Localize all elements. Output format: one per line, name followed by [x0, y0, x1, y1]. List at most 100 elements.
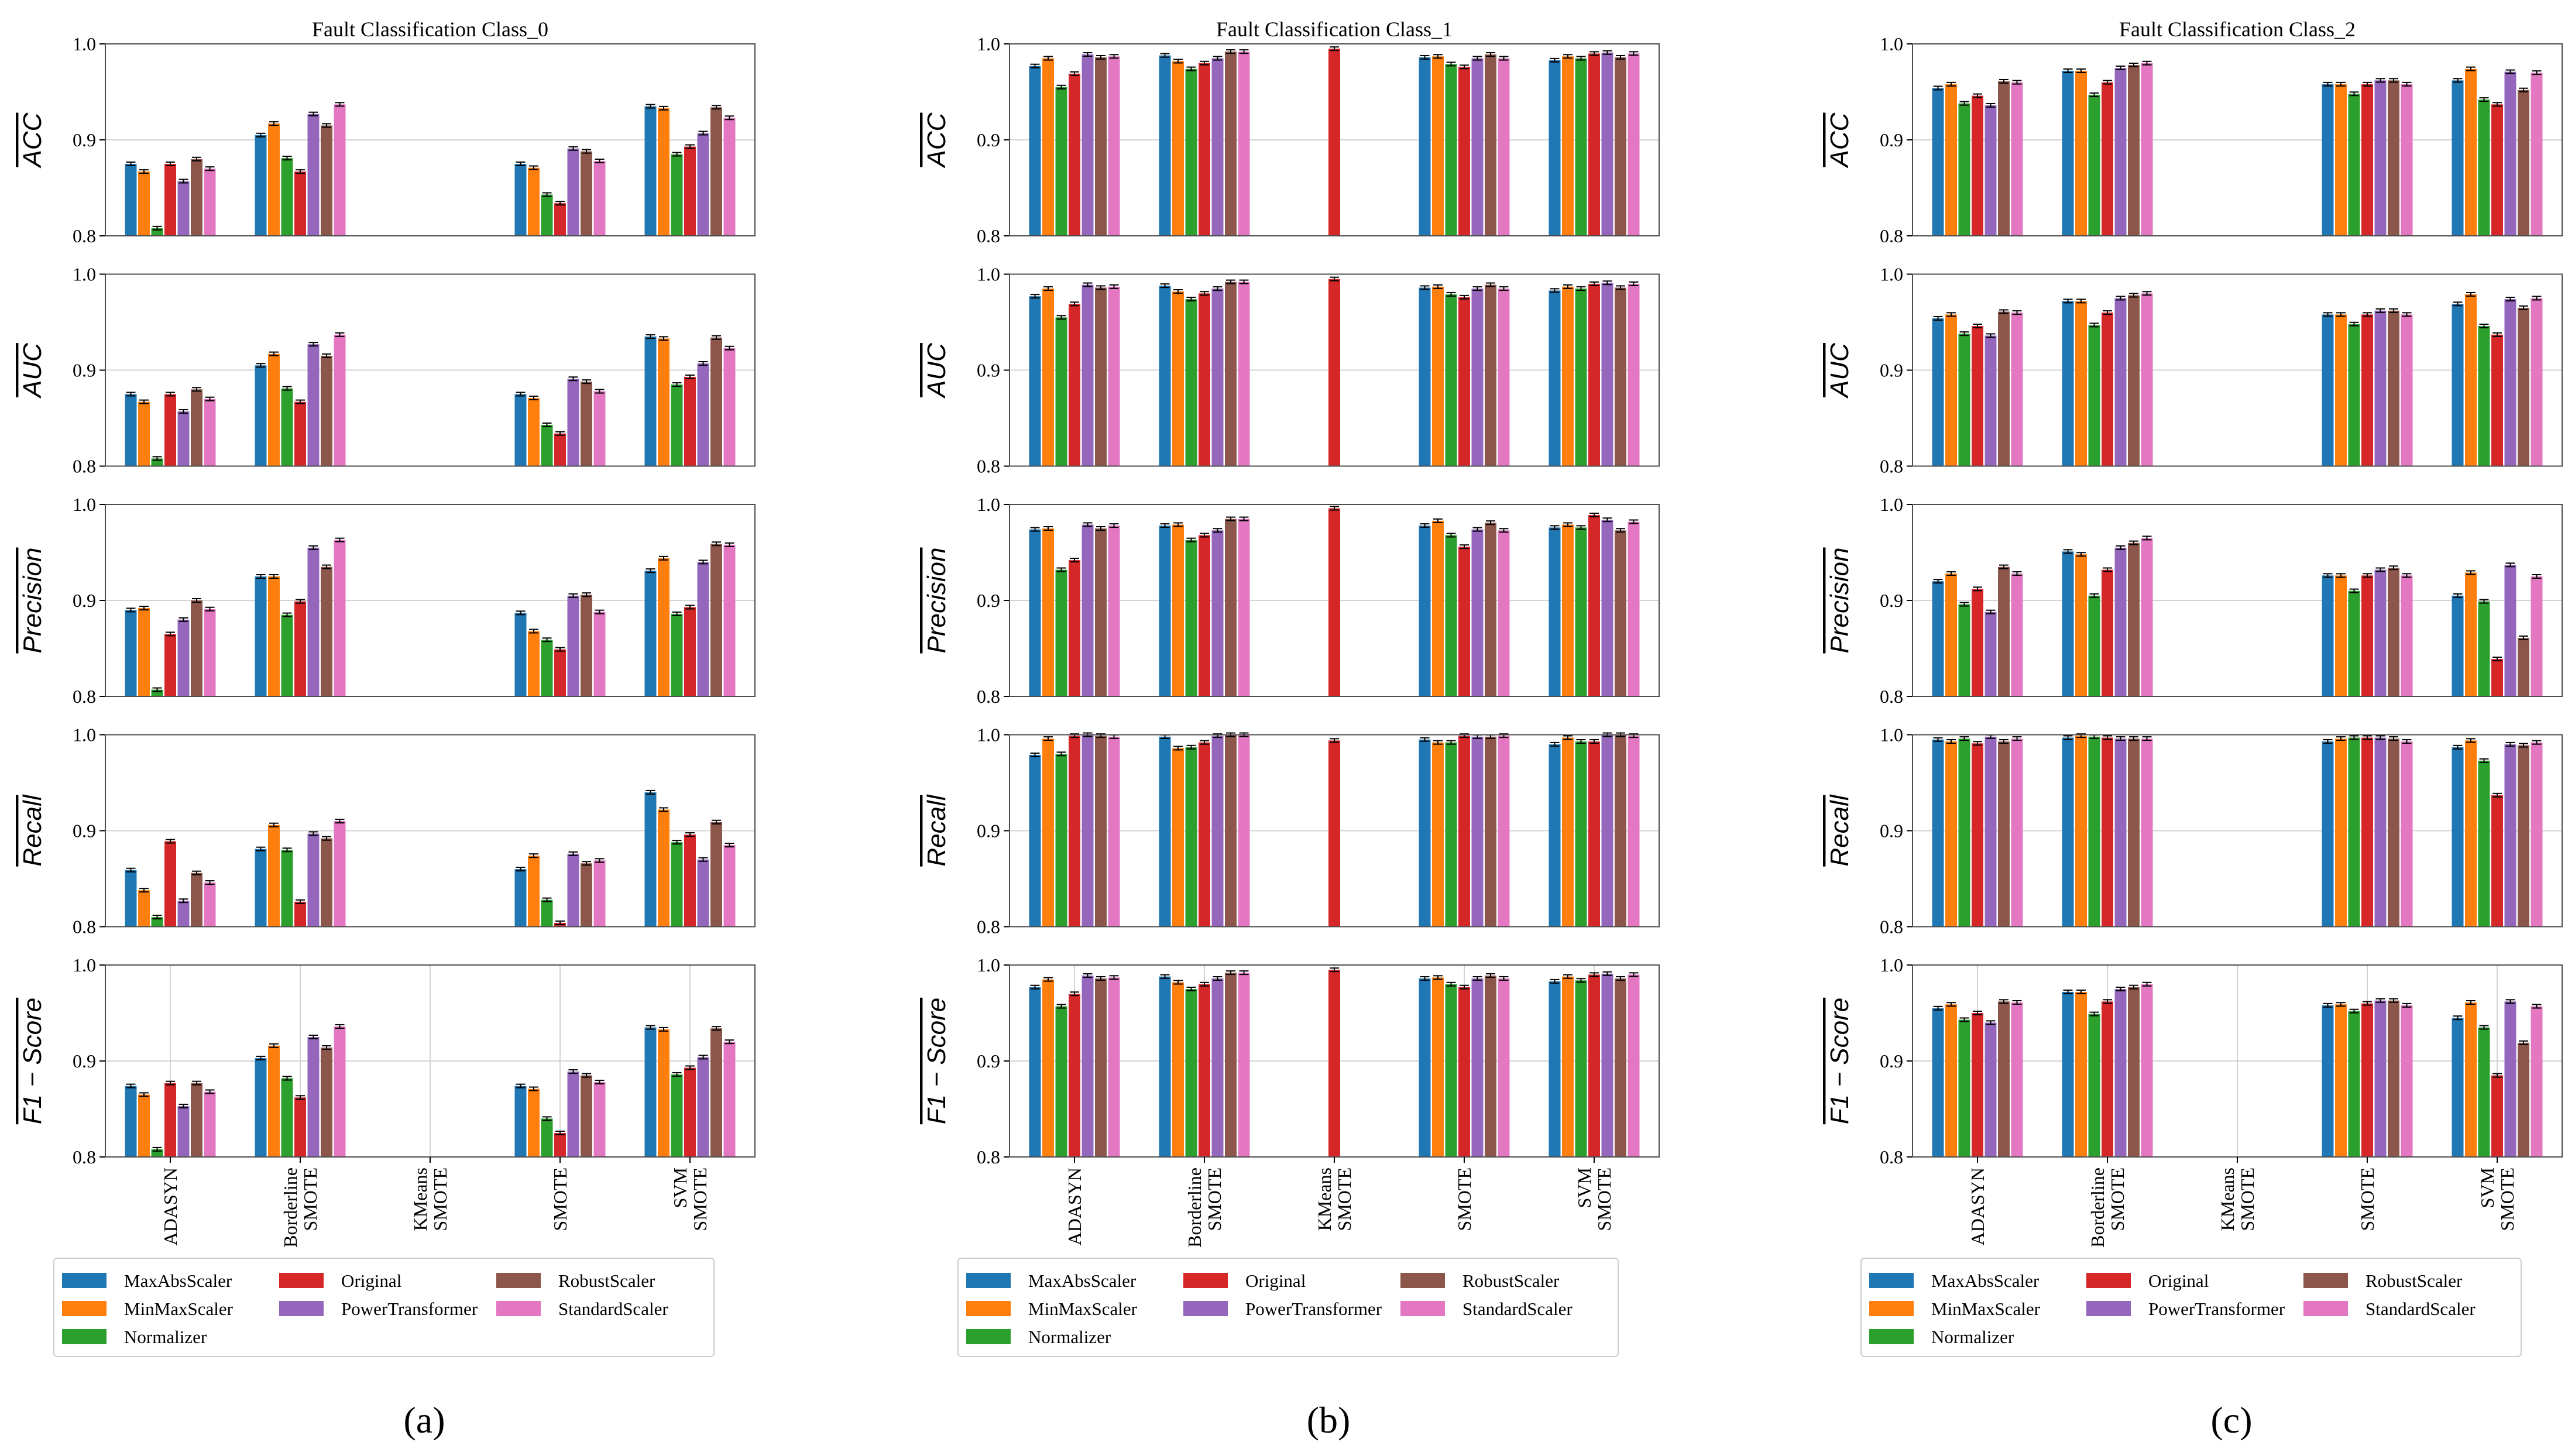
bar-normalizer-svm-smote — [671, 154, 683, 236]
bar-maxabsscaler-adasyn — [1029, 529, 1041, 696]
bar-normalizer-adasyn — [1958, 739, 1970, 927]
legend-swatch — [279, 1301, 324, 1316]
bar-maxabsscaler-borderline-smote — [1159, 55, 1171, 236]
legend-frame — [53, 1258, 715, 1357]
chart-1: Fault Classification Class_1 0.8 0.9 1.0 ACC… — [922, 18, 1660, 1441]
bar-minmaxscaler-borderline-smote — [2075, 736, 2087, 927]
bar-robustscaler-svm-smote — [710, 544, 722, 696]
bar-minmaxscaler-smote — [528, 631, 540, 696]
bar-standardscaler-svm-smote — [2531, 742, 2543, 927]
y-tick-label: 1.0 — [1880, 954, 1903, 976]
bar-normalizer-svm-smote — [671, 384, 683, 466]
bar-original-adasyn — [1972, 589, 1983, 696]
bar-original-svm-smote — [1588, 53, 1600, 236]
bar-minmaxscaler-borderline-smote — [268, 123, 280, 236]
bar-maxabsscaler-svm-smote — [1549, 744, 1561, 927]
y-tick-label: 0.9 — [1880, 360, 1903, 381]
bar-powertransformer-svm-smote — [2504, 299, 2516, 466]
bar-robustscaler-svm-smote — [2518, 307, 2529, 466]
bar-standardscaler-borderline-smote — [334, 334, 346, 466]
bar-maxabsscaler-adasyn — [1029, 754, 1041, 927]
bar-powertransformer-smote — [1471, 529, 1484, 696]
x-tick-label-line: SVM — [670, 1167, 691, 1208]
bar-minmaxscaler-borderline-smote — [268, 576, 280, 696]
legend-label: MaxAbsScaler — [1931, 1270, 2040, 1291]
bar-normalizer-svm-smote — [671, 1074, 683, 1157]
bar-standardscaler-adasyn — [204, 169, 216, 236]
bar-original-adasyn — [1069, 560, 1080, 696]
bar-maxabsscaler-borderline-smote — [255, 576, 267, 696]
bar-normalizer-borderline-smote — [2088, 325, 2100, 466]
bar-original-smote — [554, 1133, 566, 1157]
axes-frame — [1009, 504, 1660, 697]
bar-robustscaler-borderline-smote — [1225, 973, 1237, 1157]
bar-powertransformer-svm-smote — [2504, 565, 2516, 696]
y-tick-label: 0.9 — [73, 590, 96, 611]
bar-robustscaler-smote — [1485, 736, 1496, 927]
bar-original-borderline-smote — [294, 901, 306, 927]
legend-label: PowerTransformer — [341, 1299, 478, 1319]
bar-normalizer-adasyn — [1055, 569, 1067, 696]
bar-robustscaler-adasyn — [191, 389, 202, 466]
legend-item-minmaxscaler: MinMaxScaler — [966, 1299, 1138, 1319]
y-tick-label: 0.8 — [73, 916, 96, 938]
bar-robustscaler-adasyn — [1998, 311, 2010, 466]
bar-standardscaler-svm-smote — [1628, 283, 1640, 466]
bar-robustscaler-svm-smote — [710, 107, 722, 236]
legend-label: Original — [2148, 1270, 2209, 1291]
bar-minmaxscaler-smote — [528, 1088, 540, 1157]
bar-original-svm-smote — [2491, 334, 2503, 466]
bar-maxabsscaler-svm-smote — [2452, 1018, 2464, 1157]
bar-powertransformer-smote — [2374, 569, 2387, 696]
panel-acc: 0.8 0.9 1.0 ACC — [922, 33, 1660, 246]
bar-minmaxscaler-borderline-smote — [268, 825, 280, 927]
legend-swatch — [1869, 1329, 1914, 1344]
bar-normalizer-svm-smote — [671, 613, 683, 696]
bar-minmaxscaler-adasyn — [138, 1094, 150, 1157]
bar-powertransformer-adasyn — [1082, 734, 1094, 927]
chart-title: Fault Classification Class_1 — [1216, 18, 1453, 41]
x-tick-label-line: SMOTE — [1594, 1167, 1615, 1231]
legend-item-original: Original — [1183, 1270, 1306, 1291]
bar-maxabsscaler-smote — [1419, 57, 1431, 236]
bar-minmaxscaler-borderline-smote — [1172, 61, 1184, 236]
legend-label: MaxAbsScaler — [1028, 1270, 1137, 1291]
x-tick-label-line: SMOTE — [2107, 1167, 2128, 1231]
bar-powertransformer-borderline-smote — [2114, 547, 2127, 696]
y-axis-label: Recall — [922, 794, 951, 866]
bar-original-smote — [1458, 736, 1470, 927]
bar-powertransformer-svm-smote — [1601, 520, 1613, 696]
bar-robustscaler-borderline-smote — [2128, 987, 2140, 1157]
bar-robustscaler-borderline-smote — [321, 566, 332, 696]
bar-minmaxscaler-adasyn — [138, 608, 150, 696]
bar-powertransformer-adasyn — [177, 181, 190, 236]
bar-minmaxscaler-smote — [1432, 286, 1444, 466]
legend-swatch — [62, 1329, 107, 1344]
x-tick-label-line: ADASYN — [1967, 1167, 1988, 1245]
bar-standardscaler-svm-smote — [1628, 736, 1640, 927]
bar-normalizer-smote — [1445, 535, 1457, 696]
legend-label: Normalizer — [1028, 1327, 1111, 1347]
bar-standardscaler-svm-smote — [723, 118, 736, 236]
panel-acc: 0.8 0.9 1.0 ACC — [18, 33, 756, 246]
bar-normalizer-smote — [1445, 64, 1457, 236]
bar-original-borderline-smote — [2102, 569, 2113, 696]
bar-original-svm-smote — [2491, 795, 2503, 927]
bar-original-smote — [554, 203, 566, 236]
bar-normalizer-borderline-smote — [1185, 989, 1197, 1157]
bar-robustscaler-adasyn — [1095, 528, 1107, 696]
x-tick-label-line: SMOTE — [2497, 1167, 2518, 1231]
y-tick-label: 1.0 — [977, 33, 1000, 54]
panel-f1-score: 0.8 0.9 1.0 F1 − Score — [922, 954, 1660, 1167]
bar-maxabsscaler-borderline-smote — [1159, 976, 1171, 1157]
bar-original-kmeans-smote — [1328, 279, 1340, 466]
bar-normalizer-adasyn — [1055, 87, 1067, 236]
bar-normalizer-borderline-smote — [1185, 747, 1197, 927]
legend-swatch — [62, 1273, 107, 1288]
bar-robustscaler-borderline-smote — [1225, 51, 1237, 236]
bar-original-kmeans-smote — [1328, 740, 1340, 927]
bar-maxabsscaler-borderline-smote — [2062, 737, 2074, 927]
bar-robustscaler-svm-smote — [710, 822, 722, 927]
y-axis-label: ACC — [18, 112, 47, 169]
bar-standardscaler-smote — [1498, 530, 1510, 696]
